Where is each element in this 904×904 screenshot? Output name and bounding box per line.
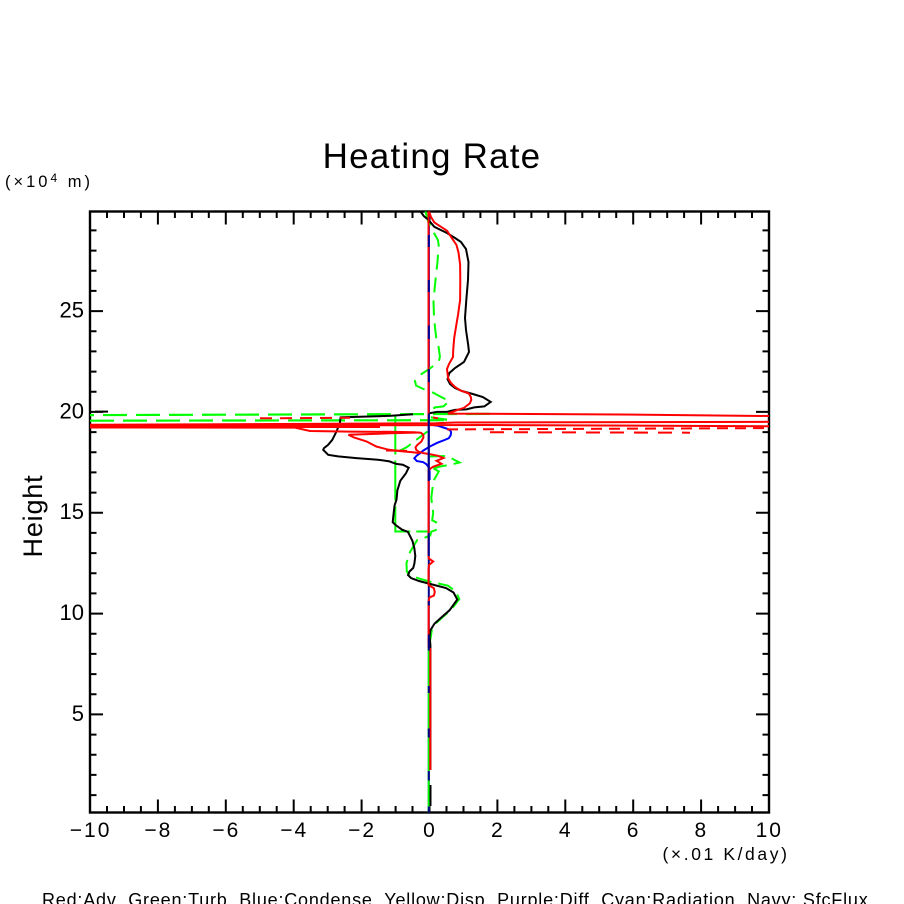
svg-text:−4: −4	[280, 819, 308, 842]
svg-text:−10: −10	[70, 819, 112, 842]
svg-text:−8: −8	[144, 819, 172, 842]
svg-text:(×.01 K/day): (×.01 K/day)	[662, 844, 789, 864]
svg-text:10: 10	[756, 819, 783, 842]
svg-text:(×104 m): (×104 m)	[5, 171, 93, 191]
svg-text:2: 2	[491, 819, 505, 842]
svg-text:25: 25	[60, 298, 84, 323]
svg-text:8: 8	[695, 819, 709, 842]
svg-text:15: 15	[60, 499, 84, 524]
svg-text:Height: Height	[18, 475, 48, 558]
svg-text:20: 20	[60, 398, 84, 423]
svg-text:4: 4	[559, 819, 573, 842]
svg-text:10: 10	[60, 600, 84, 625]
svg-text:−6: −6	[212, 819, 240, 842]
svg-text:−2: −2	[348, 819, 376, 842]
svg-text:Heating Rate: Heating Rate	[323, 137, 542, 176]
svg-text:0: 0	[423, 819, 437, 842]
svg-text:6: 6	[627, 819, 641, 842]
svg-text:5: 5	[72, 701, 84, 726]
svg-text:Red:Adv Green:Turb Blue:Cond: Red:Adv Green:Turb Blue:Condense Yellow:…	[42, 890, 869, 904]
